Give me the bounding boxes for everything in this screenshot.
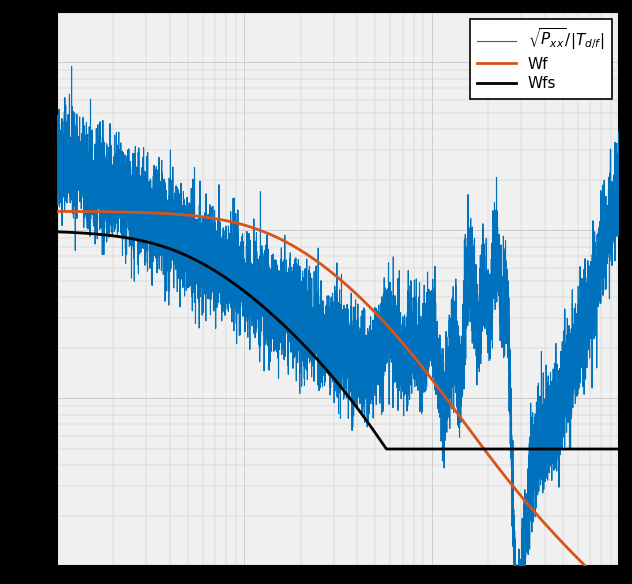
Wf — [386, 325, 394, 332]
Wfs — [616, 446, 623, 453]
Wf — [599, 579, 606, 584]
Wf — [257, 227, 264, 234]
$\sqrt{P_{xx}}/|T_{d/f}|$ — [470, 304, 478, 311]
$\sqrt{P_{xx}}/|T_{d/f}|$ — [82, 169, 89, 176]
$\sqrt{P_{xx}}/|T_{d/f}|$ — [411, 363, 418, 370]
Line: Wfs: Wfs — [57, 232, 619, 449]
Wfs — [500, 446, 507, 453]
$\sqrt{P_{xx}}/|T_{d/f}|$ — [616, 130, 623, 137]
Wf — [82, 208, 89, 215]
Wfs — [82, 230, 89, 237]
Wfs — [257, 301, 264, 308]
Line: Wf: Wf — [57, 211, 619, 583]
Wf — [470, 432, 478, 439]
Wf — [410, 353, 418, 360]
Wfs — [386, 446, 394, 453]
Line: $\sqrt{P_{xx}}/|T_{d/f}|$: $\sqrt{P_{xx}}/|T_{d/f}|$ — [57, 67, 619, 584]
$\sqrt{P_{xx}}/|T_{d/f}|$ — [386, 312, 394, 319]
Wfs — [470, 446, 478, 453]
$\sqrt{P_{xx}}/|T_{d/f}|$ — [68, 63, 75, 70]
Wfs — [411, 446, 418, 453]
Wfs — [382, 446, 390, 453]
Legend: $\sqrt{P_{xx}}/|T_{d/f}|$, Wf, Wfs: $\sqrt{P_{xx}}/|T_{d/f}|$, Wf, Wfs — [470, 19, 612, 99]
Wf — [500, 471, 507, 478]
Wf — [53, 208, 61, 215]
$\sqrt{P_{xx}}/|T_{d/f}|$ — [257, 245, 264, 252]
Wf — [616, 579, 623, 584]
$\sqrt{P_{xx}}/|T_{d/f}|$ — [53, 139, 61, 146]
Wfs — [53, 228, 61, 235]
$\sqrt{P_{xx}}/|T_{d/f}|$ — [500, 349, 507, 356]
